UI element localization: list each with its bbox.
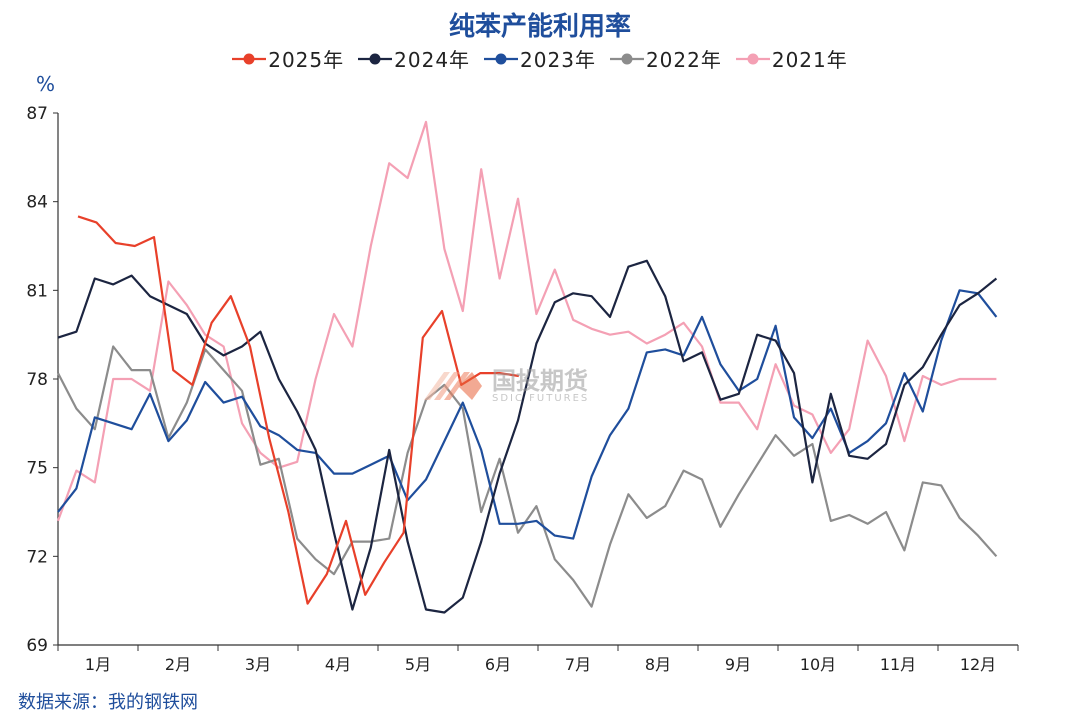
series-line-2023年	[57, 289, 998, 540]
y-tick-label: 69	[26, 636, 48, 656]
x-tick-label: 6月	[485, 655, 511, 674]
axes: 69 72 75 78 81 84 87 1月 2月 3月 4月 5月 6月 7月 8月 9月 10月 11月 12…	[26, 104, 1019, 674]
legend-label: 2024年	[394, 48, 471, 72]
x-tick-label: 10月	[800, 655, 836, 674]
legend-swatch-icon	[232, 53, 267, 64]
watermark: 国投期货 SDIC FUTURES	[420, 366, 589, 406]
x-tick-label: 4月	[325, 655, 351, 674]
legend-swatch-icon	[484, 53, 519, 64]
x-tick-label: 9月	[725, 655, 751, 674]
legend-label: 2025年	[268, 48, 345, 72]
series-lines	[56, 120, 998, 614]
y-tick-label: 72	[26, 547, 48, 567]
series-line-2024年	[57, 259, 998, 614]
x-tick-label: 5月	[405, 655, 431, 674]
legend-item: 2023年	[484, 44, 596, 73]
chart-title: 纯苯产能利用率	[448, 12, 631, 42]
x-tick-label: 8月	[645, 655, 671, 674]
legend-item: 2024年	[358, 44, 470, 73]
y-tick-label: 84	[26, 193, 48, 213]
x-tick-label: 12月	[960, 655, 996, 674]
data-source: 数据来源：我的钢铁网	[18, 692, 198, 713]
legend: 2025年 2024年 2023年 2022年 2021年	[0, 44, 1080, 73]
series-line-2021年	[56, 120, 997, 522]
x-tick-label: 3月	[245, 655, 271, 674]
watermark-text-cn: 国投期货	[492, 366, 588, 395]
y-tick-label: 78	[26, 370, 48, 390]
x-tick-label: 7月	[565, 655, 591, 674]
x-tick-label: 2月	[165, 655, 191, 674]
legend-swatch-icon	[735, 53, 770, 64]
legend-swatch-icon	[358, 53, 393, 64]
watermark-text-en: SDIC FUTURES	[492, 392, 590, 404]
legend-label: 2023年	[520, 48, 596, 72]
watermark-logo-icon	[424, 372, 482, 400]
y-tick-label: 75	[26, 459, 48, 479]
y-axis-unit: %	[36, 72, 56, 96]
y-tick-label: 81	[26, 281, 48, 301]
series-line-2025年	[77, 215, 519, 605]
y-tick-label: 87	[26, 104, 48, 124]
legend-item: 2025年	[232, 44, 344, 73]
legend-label: 2022年	[645, 48, 722, 72]
legend-label: 2021年	[771, 48, 848, 72]
legend-swatch-icon	[609, 53, 644, 64]
series-line-2022年	[57, 345, 998, 608]
x-tick-label: 11月	[880, 655, 916, 674]
legend-item: 2022年	[609, 44, 722, 73]
legend-item: 2021年	[735, 44, 848, 73]
x-tick-label: 1月	[85, 655, 111, 674]
